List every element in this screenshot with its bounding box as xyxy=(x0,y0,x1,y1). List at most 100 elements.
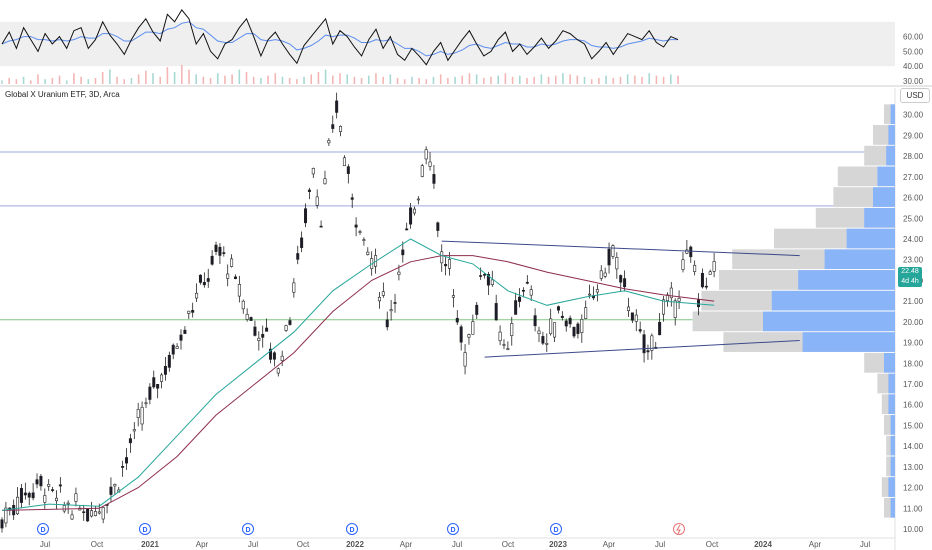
candle-body xyxy=(584,307,588,319)
candle-body xyxy=(381,291,385,296)
candle-body xyxy=(521,289,525,292)
rsi-volume-bar xyxy=(375,73,377,84)
candle-body xyxy=(525,281,529,284)
profile-bar-up xyxy=(763,311,895,332)
profile-bar-up xyxy=(888,373,895,394)
candle-body xyxy=(490,279,494,285)
candle-body xyxy=(494,303,498,321)
candle-body xyxy=(171,344,175,355)
time-tick-label: Oct xyxy=(91,540,104,549)
rsi-tick-label: 60.00 xyxy=(903,33,924,42)
price-tick-label: 15.00 xyxy=(903,421,924,430)
candle-body xyxy=(276,368,280,374)
candle-body xyxy=(506,348,510,350)
rsi-volume-bar xyxy=(15,79,18,84)
candle-body xyxy=(576,323,580,334)
candle-body xyxy=(226,273,230,279)
rsi-volume-bar xyxy=(670,74,672,84)
candle-body xyxy=(626,306,630,312)
candles xyxy=(0,92,716,533)
candle-body xyxy=(471,321,475,335)
price-tick-label: 25.00 xyxy=(903,214,924,223)
rsi-volume-bar xyxy=(425,79,428,84)
candle-body xyxy=(51,489,55,491)
countdown-label: 4d 4h xyxy=(901,278,919,285)
rsi-volume-bar xyxy=(447,78,449,84)
price-axis: 30.00 29.00 28.00 27.00 26.00 25.00 24.00 23.00… xyxy=(903,111,924,534)
rsi-volume-bar xyxy=(317,72,320,84)
candle-body xyxy=(187,310,191,314)
profile-bar-up xyxy=(890,415,895,435)
rsi-volume-bar xyxy=(65,80,68,84)
candle-body xyxy=(541,336,545,344)
time-axis: Jul Oct 2021 Apr Jul Oct 2022 Apr Jul Oct 2023 Apr J… xyxy=(0,537,895,549)
candle-body xyxy=(658,321,662,336)
profile-bar-up xyxy=(888,477,895,497)
candle-body xyxy=(354,224,358,228)
candle-body xyxy=(265,327,269,332)
candle-body xyxy=(607,248,611,266)
candle-body xyxy=(70,514,74,520)
rsi-volume-bar xyxy=(518,75,521,84)
candle-body xyxy=(296,253,300,260)
profile-bar-up xyxy=(890,456,895,477)
candle-body xyxy=(510,323,514,336)
rsi-volume-bar xyxy=(37,74,39,84)
time-tick-label: Jul xyxy=(248,540,258,549)
time-tick-label: Jul xyxy=(860,540,870,549)
rsi-volume-bar xyxy=(224,75,226,84)
candle-body xyxy=(708,271,712,275)
candle-body xyxy=(210,255,214,265)
candle-body xyxy=(595,289,599,293)
rsi-volume-bar xyxy=(109,69,111,84)
candle-body xyxy=(444,264,448,267)
dividend-marker-label: D xyxy=(450,527,455,534)
rsi-volume-bar xyxy=(526,78,528,84)
rsi-volume-bar xyxy=(411,76,413,84)
candle-body xyxy=(677,297,681,302)
candle-body xyxy=(206,278,210,282)
candle-body xyxy=(697,298,701,308)
candle-body xyxy=(553,322,557,338)
candle-body xyxy=(237,284,241,297)
candle-body xyxy=(311,167,315,175)
candle-body xyxy=(467,334,471,338)
profile-bar-up xyxy=(771,290,895,311)
candle-body xyxy=(630,312,634,321)
rsi-volume-bar xyxy=(619,76,622,84)
rsi-volume-bar xyxy=(677,75,679,84)
price-tick-label: 11.00 xyxy=(903,504,923,513)
candle-body xyxy=(339,126,343,132)
rsi-volume-bar xyxy=(137,74,140,84)
rsi-volume-bar xyxy=(360,78,363,84)
candle-body xyxy=(642,334,646,354)
rsi-volume-bar xyxy=(116,76,118,84)
candle-body xyxy=(638,329,642,332)
candle-body xyxy=(451,295,455,298)
profile-bar-up xyxy=(798,270,895,290)
candle-body xyxy=(389,309,393,312)
rsi-volume-bar xyxy=(598,78,600,84)
profile-bar-up xyxy=(846,228,895,249)
candle-body xyxy=(673,300,677,318)
time-tick-label: Apr xyxy=(400,540,413,549)
time-tick-label: 2021 xyxy=(141,540,159,549)
dividend-marker xyxy=(550,523,562,535)
profile-bar-up xyxy=(824,249,895,270)
candle-body xyxy=(409,207,413,225)
candle-body xyxy=(537,330,541,334)
candle-body xyxy=(479,275,483,277)
rsi-volume-bar xyxy=(324,69,327,84)
rsi-volume-bar xyxy=(260,78,262,84)
candle-body xyxy=(346,166,350,174)
candle-body xyxy=(416,198,420,201)
candle-body xyxy=(90,510,94,517)
candle-body xyxy=(447,259,451,269)
rsi-volume-bar xyxy=(173,72,176,84)
currency-button[interactable]: USD xyxy=(900,88,930,103)
profile-bar-up xyxy=(888,394,895,415)
rsi-volume-bar xyxy=(238,69,241,84)
rsi-volume-bar xyxy=(475,74,478,84)
candle-body xyxy=(665,294,669,301)
rsi-volume-bar xyxy=(432,76,435,84)
